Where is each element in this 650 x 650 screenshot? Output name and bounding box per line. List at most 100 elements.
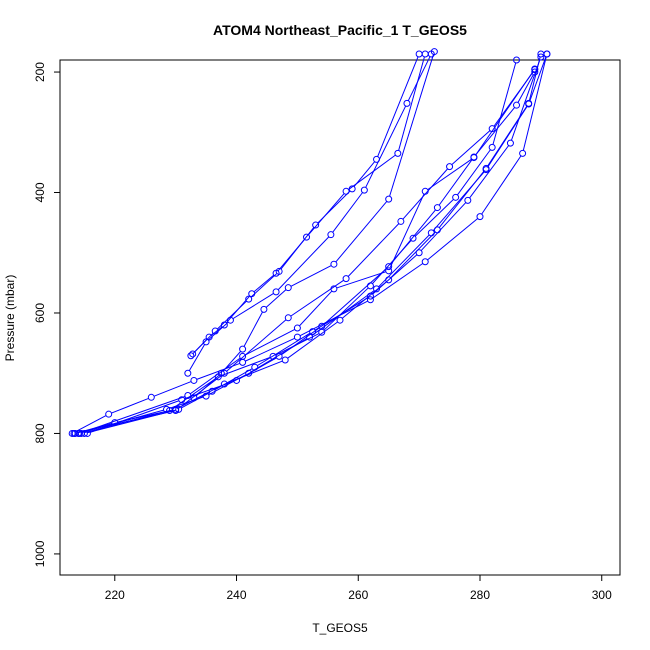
series-12-segment [194, 332, 214, 353]
series-6-point [318, 328, 326, 336]
series-7-point [172, 407, 180, 415]
x-tick-label: 240 [227, 588, 247, 602]
series-7-point [342, 275, 350, 283]
y-tick-label: 800 [33, 423, 47, 443]
series-8-point [470, 154, 478, 162]
series-12-segment [353, 161, 375, 187]
series-1-segment [481, 155, 522, 215]
series-4-segment [372, 254, 418, 295]
series-7-point [284, 314, 292, 322]
series-10-segment [188, 344, 206, 371]
series-9-segment [265, 289, 287, 308]
series-12-segment [317, 190, 351, 224]
series-6-point [452, 193, 460, 201]
series-10-segment [232, 293, 274, 320]
series-1-point [147, 393, 155, 401]
series-9-segment [222, 351, 241, 372]
y-tick-label: 600 [33, 303, 47, 323]
series-2-point [281, 356, 289, 364]
series-10-point [327, 231, 335, 239]
series-12-segment [377, 56, 419, 157]
series-4-point [366, 292, 374, 300]
series-1-segment [153, 381, 192, 397]
series-7-segment [290, 279, 344, 317]
series-5-point [433, 204, 441, 212]
series-9-point [217, 369, 225, 377]
x-tick-label: 280 [470, 588, 490, 602]
plot-area [68, 48, 551, 437]
series-8-point [385, 267, 393, 275]
series-6-segment [275, 333, 320, 356]
series-5-segment [438, 159, 473, 206]
series-1-point [519, 149, 527, 157]
series-1-point [105, 410, 113, 418]
series-10-point [403, 99, 411, 107]
series-9-segment [290, 265, 332, 287]
series-1-segment [522, 56, 547, 151]
series-9-point [239, 345, 247, 353]
y-tick-label: 400 [33, 182, 47, 202]
series-10-point [184, 369, 192, 377]
series-1-point [366, 296, 374, 304]
series-7-point [446, 163, 454, 171]
series-10-segment [332, 192, 363, 233]
series-1-point [476, 213, 484, 221]
series-4-point [506, 139, 514, 147]
y-tick-label: 200 [33, 62, 47, 82]
series-8-segment [389, 193, 425, 269]
series-6-point [513, 56, 521, 64]
series-9-segment [195, 374, 220, 397]
series-3-point [482, 166, 490, 174]
y-tick-label: 1000 [33, 540, 47, 567]
series-12-point [275, 267, 283, 275]
series-8-segment [427, 158, 472, 191]
series-6-point [488, 143, 496, 151]
series-8-point [330, 285, 338, 293]
series-6-point [366, 282, 374, 290]
series-8-segment [475, 71, 534, 156]
series-8-segment [336, 271, 387, 289]
series-10-segment [407, 56, 431, 101]
series-8-point [184, 392, 192, 400]
x-axis-label: T_GEOS5 [312, 621, 368, 635]
series-6-segment [372, 240, 412, 284]
series-12-point [189, 350, 197, 358]
series-5-point [385, 263, 393, 271]
y-axis-label: Pressure (mbar) [3, 275, 17, 362]
series-8-point [239, 352, 247, 360]
series-6-segment [414, 199, 454, 237]
series-3-point [543, 50, 551, 58]
series-3-segment [432, 171, 485, 231]
series-11-point [187, 352, 195, 360]
series-11-segment [398, 56, 425, 151]
series-3-segment [487, 106, 528, 168]
series-2-segment [390, 231, 436, 279]
series-9-point [330, 260, 338, 268]
series-9-point [190, 394, 198, 402]
series-5-segment [238, 357, 277, 380]
series-6-segment [492, 62, 517, 145]
x-axis: 220 240 260 280 300 [105, 575, 612, 602]
series-11-point [421, 50, 429, 58]
series-8-point [293, 324, 301, 332]
x-tick-label: 220 [105, 588, 125, 602]
series-3-segment [208, 374, 247, 396]
series-11-point [205, 333, 213, 341]
series-12-segment [280, 227, 315, 270]
series-6-segment [171, 378, 217, 410]
series-4-point [175, 405, 183, 413]
series-4-point [80, 429, 88, 437]
chart-title: ATOM4 Northeast_Pacific_1 T_GEOS5 [213, 22, 467, 38]
series-5-point [513, 101, 521, 109]
series-6-segment [457, 149, 491, 196]
series-11-point [303, 233, 311, 241]
series-1-point [190, 376, 198, 384]
series-12-point [348, 185, 356, 193]
series-8-point [531, 65, 539, 73]
series-12-point [373, 155, 381, 163]
series-10-segment [277, 236, 330, 291]
series-9-segment [243, 311, 263, 347]
series-5-segment [281, 327, 320, 356]
series-10-segment [365, 105, 407, 188]
